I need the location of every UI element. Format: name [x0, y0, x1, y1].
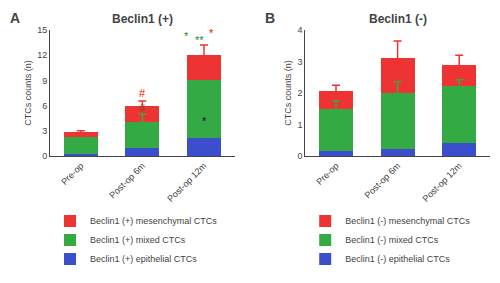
svg-text:Post-op 12m: Post-op 12m [165, 161, 208, 204]
svg-text:1: 1 [297, 120, 302, 130]
svg-text:Pre-op: Pre-op [314, 161, 340, 187]
svg-text:15: 15 [37, 25, 47, 35]
svg-text:#: # [139, 102, 146, 114]
svg-text:Beclin1 (+) mesenchymal CTCs: Beclin1 (+) mesenchymal CTCs [90, 216, 217, 226]
svg-text:Beclin1 (-) mesenchymal CTCs: Beclin1 (-) mesenchymal CTCs [345, 216, 470, 226]
svg-text:Beclin1 (+) mixed CTCs: Beclin1 (+) mixed CTCs [90, 235, 186, 245]
svg-text:3: 3 [297, 57, 302, 67]
svg-text:Post-op 6m: Post-op 6m [363, 161, 403, 201]
svg-text:6: 6 [42, 101, 47, 111]
svg-text:Post-op 12m: Post-op 12m [421, 161, 464, 204]
svg-text:**: ** [195, 34, 204, 46]
svg-text:3: 3 [42, 126, 47, 136]
svg-text:*: * [202, 115, 207, 127]
svg-text:B: B [265, 10, 275, 26]
svg-text:Pre-op: Pre-op [59, 161, 85, 187]
svg-text:Beclin1 (-) epithelial CTCs: Beclin1 (-) epithelial CTCs [345, 254, 450, 264]
svg-text:12: 12 [37, 50, 47, 60]
svg-text:9: 9 [42, 76, 47, 86]
svg-text:Beclin1 (-): Beclin1 (-) [369, 12, 427, 26]
svg-text:4: 4 [297, 25, 302, 35]
svg-text:CTCs counts (n): CTCs counts (n) [23, 60, 33, 126]
svg-text:*: * [209, 27, 214, 39]
svg-text:Post-op 6m: Post-op 6m [107, 161, 147, 201]
svg-text:0: 0 [297, 151, 302, 161]
svg-text:Beclin1 (+): Beclin1 (+) [112, 12, 173, 26]
svg-text:CTCs counts (n): CTCs counts (n) [283, 60, 293, 126]
svg-text:*: * [184, 30, 189, 42]
svg-text:Beclin1 (-) mixed CTCs: Beclin1 (-) mixed CTCs [345, 235, 439, 245]
svg-text:0: 0 [42, 151, 47, 161]
svg-text:#: # [139, 87, 146, 99]
svg-text:A: A [10, 10, 20, 26]
svg-text:2: 2 [297, 88, 302, 98]
svg-text:Beclin1 (+) epithelial CTCs: Beclin1 (+) epithelial CTCs [90, 254, 197, 264]
